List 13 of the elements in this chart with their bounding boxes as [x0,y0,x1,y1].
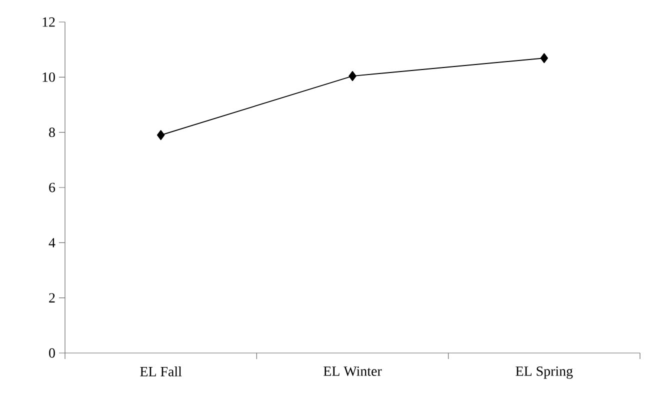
point [348,71,356,82]
point [540,53,548,64]
x-tick-label: EL Winter [324,366,382,376]
y-tick-label: 4 [48,238,56,248]
y-tick-label: 8 [49,128,55,138]
x-tick-label: EL Fall [140,366,182,376]
point [156,130,165,140]
y-tick-label: 0 [49,348,55,358]
y-tick-label: 10 [42,72,55,82]
x-tick-label: EL Spring [516,366,573,379]
y-tick-label: 6 [49,182,56,192]
y-tick-label: 12 [42,17,55,27]
y-tick-label: 2 [49,293,55,302]
